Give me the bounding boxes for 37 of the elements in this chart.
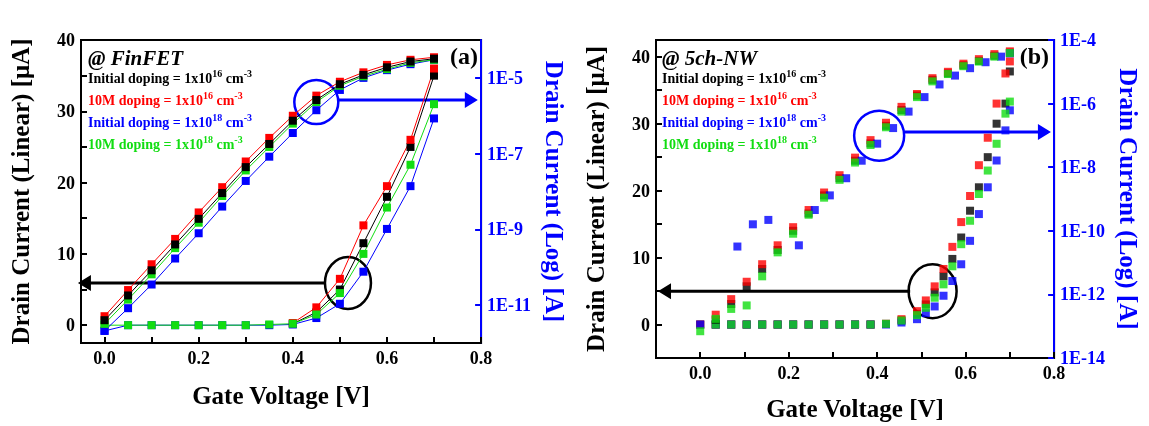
x-tick-label: 0.4 bbox=[281, 348, 305, 368]
y2-tick-label: 1E-7 bbox=[487, 143, 524, 164]
y2-axis-title: Drain Current (Log) [A] bbox=[1114, 68, 1142, 330]
y2-axis-title: Drain Current (Log) [A] bbox=[540, 60, 568, 323]
x-tick-label: 0.0 bbox=[93, 348, 116, 368]
y-tick-label: 0 bbox=[66, 315, 75, 336]
x-axis-title: Gate Voltage [V] bbox=[192, 382, 370, 409]
y2-tick-label: 1E-5 bbox=[487, 67, 524, 88]
y-axis-title: Drain Current (Linear) [μA] bbox=[582, 45, 610, 353]
y2-tick-label: 1E-10 bbox=[1060, 220, 1106, 241]
y2-tick-label: 1E-9 bbox=[487, 219, 524, 240]
x-tick-label: 0.0 bbox=[688, 363, 712, 383]
y2-tick-label: 1E-6 bbox=[1060, 93, 1097, 114]
x-axis-title: Gate Voltage [V] bbox=[766, 395, 944, 422]
annotation: (a) bbox=[450, 43, 478, 69]
y-tick-label: 30 bbox=[632, 113, 650, 134]
y-axis-title: Drain Current (Linear) [μA] bbox=[7, 38, 35, 345]
y-tick-label: 40 bbox=[57, 30, 75, 50]
x-tick-label: 0.6 bbox=[954, 363, 977, 383]
x-tick-label: 0.2 bbox=[777, 363, 800, 383]
y-tick-label: 20 bbox=[57, 172, 75, 193]
y-tick-label: 0 bbox=[641, 314, 650, 335]
x-tick-label: 0.6 bbox=[375, 348, 399, 368]
y-tick-label: 40 bbox=[632, 46, 650, 67]
y2-tick-label: 1E-11 bbox=[487, 295, 532, 316]
y2-tick-label: 1E-4 bbox=[1060, 30, 1097, 50]
annotation: (b) bbox=[1019, 43, 1050, 69]
x-tick-label: 0.8 bbox=[469, 348, 493, 368]
y-tick-label: 10 bbox=[57, 243, 75, 264]
y2-tick-label: 1E-12 bbox=[1060, 284, 1106, 305]
x-tick-label: 0.2 bbox=[187, 348, 210, 368]
x-tick-label: 0.8 bbox=[1042, 363, 1066, 383]
y2-tick-label: 1E-8 bbox=[1060, 157, 1097, 178]
y-tick-label: 30 bbox=[57, 101, 75, 122]
y-tick-label: 20 bbox=[632, 180, 650, 201]
y-tick-label: 10 bbox=[632, 247, 650, 268]
x-tick-label: 0.4 bbox=[865, 363, 889, 383]
